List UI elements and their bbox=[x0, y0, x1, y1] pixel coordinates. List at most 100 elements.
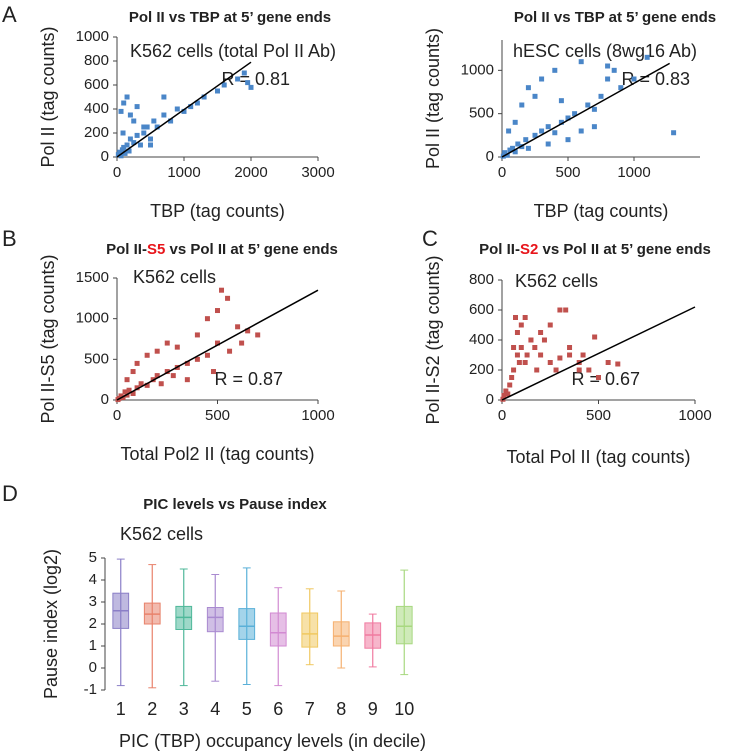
point bbox=[539, 128, 545, 134]
y-tick-label: -1 bbox=[84, 681, 97, 698]
point bbox=[158, 381, 164, 387]
point bbox=[592, 334, 598, 340]
point bbox=[513, 315, 519, 320]
y-tick-label: 1000 bbox=[76, 310, 109, 327]
chart-title: Pol II vs TBP at 5’ gene ends bbox=[129, 9, 331, 26]
y-axis-label: Pol II-S2 (tag counts) bbox=[423, 255, 443, 424]
point bbox=[164, 340, 170, 346]
point bbox=[503, 388, 509, 394]
point bbox=[615, 361, 621, 367]
point bbox=[534, 367, 540, 373]
x-tick-label: 3000 bbox=[301, 164, 334, 181]
point bbox=[121, 144, 127, 150]
y-tick-label: 0 bbox=[486, 148, 494, 165]
point bbox=[545, 124, 551, 130]
x-tick-label: 0 bbox=[498, 407, 506, 424]
x-tick-label: 1000 bbox=[617, 164, 650, 181]
subtitle: hESC cells (8wg16 Ab) bbox=[513, 41, 697, 61]
point bbox=[245, 80, 251, 86]
chart-title: PIC levels vs Pause index bbox=[143, 496, 327, 513]
point bbox=[504, 152, 510, 158]
point bbox=[528, 337, 534, 343]
point bbox=[532, 93, 538, 99]
y-tick-label: 1000 bbox=[76, 28, 109, 45]
point bbox=[227, 348, 233, 354]
x-axis-label: Total Pol2 II (tag counts) bbox=[120, 444, 314, 464]
box bbox=[269, 612, 287, 647]
x-tick-label: 10 bbox=[394, 699, 414, 719]
point bbox=[591, 106, 597, 112]
x-tick-label: 0 bbox=[113, 407, 121, 424]
panel-label: B bbox=[2, 226, 17, 251]
point bbox=[545, 141, 551, 147]
point bbox=[118, 153, 124, 159]
title-part: Pol II- bbox=[479, 241, 520, 258]
point bbox=[164, 369, 170, 375]
x-tick-label: 1000 bbox=[678, 407, 711, 424]
point bbox=[596, 375, 601, 380]
annotation: R = 0.81 bbox=[221, 69, 290, 89]
point bbox=[154, 124, 160, 130]
point bbox=[565, 115, 571, 121]
point bbox=[567, 352, 573, 358]
subtitle: K562 cells bbox=[120, 524, 203, 544]
point bbox=[563, 307, 569, 313]
x-axis-label: Total Pol II (tag counts) bbox=[506, 447, 690, 467]
point bbox=[134, 132, 140, 138]
trend-line bbox=[501, 306, 696, 401]
point bbox=[558, 119, 564, 125]
point bbox=[515, 141, 521, 147]
point bbox=[558, 98, 564, 104]
point bbox=[522, 360, 528, 365]
x-tick-label: 1000 bbox=[301, 407, 334, 424]
chart-title: Pol II-S2 vs Pol II at 5’ gene ends bbox=[479, 241, 711, 258]
title-part: vs Pol II at 5’ gene ends bbox=[165, 241, 338, 258]
point bbox=[605, 76, 611, 82]
point bbox=[134, 385, 140, 391]
point bbox=[586, 367, 592, 373]
x-tick-label: 0 bbox=[498, 164, 506, 181]
point bbox=[124, 94, 130, 100]
point bbox=[131, 118, 137, 124]
point bbox=[248, 84, 254, 90]
point bbox=[514, 330, 520, 335]
y-tick-label: 0 bbox=[101, 148, 109, 165]
point bbox=[215, 88, 220, 94]
y-tick-label: 4 bbox=[89, 571, 97, 588]
point bbox=[532, 345, 538, 350]
point bbox=[507, 147, 513, 153]
point bbox=[184, 377, 190, 383]
point bbox=[512, 149, 518, 155]
point bbox=[188, 104, 194, 110]
point bbox=[137, 142, 143, 148]
trend-line bbox=[116, 61, 252, 158]
point bbox=[138, 381, 144, 387]
point bbox=[598, 93, 604, 99]
point bbox=[510, 145, 516, 151]
chart-title: Pol II vs TBP at 5’ gene ends bbox=[514, 9, 716, 26]
point bbox=[518, 322, 524, 328]
point bbox=[184, 360, 190, 366]
subtitle: K562 cells bbox=[133, 267, 216, 287]
y-tick-label: 3 bbox=[89, 593, 97, 610]
point bbox=[541, 337, 547, 343]
point bbox=[144, 124, 150, 130]
point bbox=[151, 118, 157, 124]
point bbox=[611, 67, 617, 73]
title-part: S5 bbox=[147, 241, 165, 258]
point bbox=[174, 344, 180, 350]
point bbox=[148, 136, 153, 142]
point bbox=[538, 330, 544, 335]
point bbox=[509, 375, 515, 380]
point bbox=[134, 360, 140, 366]
y-tick-label: 500 bbox=[84, 350, 109, 367]
trend-line bbox=[116, 289, 319, 401]
point bbox=[578, 59, 584, 65]
point bbox=[605, 360, 611, 365]
point bbox=[219, 287, 225, 293]
y-tick-label: 600 bbox=[469, 301, 494, 318]
point bbox=[235, 324, 241, 330]
point bbox=[578, 128, 584, 134]
point bbox=[215, 340, 220, 346]
point bbox=[144, 382, 150, 388]
